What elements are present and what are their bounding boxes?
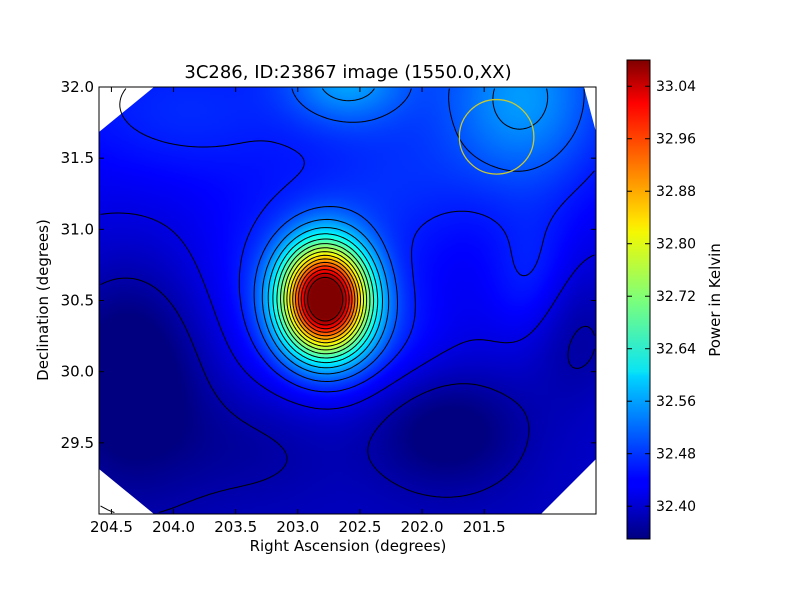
contour-line	[253, 88, 585, 382]
contour-line	[272, 233, 379, 364]
colorbar-gradient	[626, 59, 651, 540]
x-axis-label: Right Ascension (degrees)	[250, 537, 447, 555]
y-axis-label: Declination (degrees)	[34, 219, 52, 381]
blank-corner-bottom-left	[99, 469, 154, 514]
x-tick-label: 203.0	[276, 518, 319, 536]
y-tick-label: 30.0	[61, 363, 94, 381]
colorbar-ticks: 32.40 32.48 32.56 32.64 32.72 32.80 32.88 32.96…	[627, 79, 696, 515]
y-tick-label: 32.0	[61, 78, 94, 96]
contour-line	[280, 243, 371, 355]
blank-corner-top-left	[99, 87, 154, 132]
contour-line	[261, 88, 549, 375]
plot-area: 204.5 204.0 203.5 203.0 202.5 202.0 201.5 29.5…	[61, 78, 597, 536]
x-tick-label: 202.0	[401, 518, 444, 536]
colorbar-tick-label: 32.96	[656, 132, 696, 148]
x-axis-ticks: 204.5 204.0 203.5 203.0 202.5 202.0 201.5	[90, 87, 506, 536]
contour-line	[267, 227, 383, 369]
colorbar-tick-label: 32.80	[656, 237, 696, 253]
blank-corners	[99, 87, 596, 514]
blank-corner-top-right	[584, 87, 596, 132]
y-tick-label: 31.5	[61, 149, 94, 167]
chart-title: 3C286, ID:23867 image (1550.0,XX)	[184, 62, 511, 83]
contour-line	[289, 254, 362, 344]
y-tick-label: 31.0	[61, 220, 94, 238]
colorbar-label: Power in Kelvin	[706, 243, 724, 357]
contour-lines	[100, 88, 595, 513]
beam-circle	[458, 98, 535, 175]
contour-line	[100, 277, 595, 513]
contour-line	[297, 265, 353, 333]
contour-line	[303, 272, 347, 326]
contour-line	[300, 269, 350, 330]
colorbar-tick-label: 32.88	[656, 184, 696, 200]
contour-line	[276, 238, 375, 359]
x-tick-label: 203.5	[214, 518, 257, 536]
x-tick-label: 204.5	[90, 518, 133, 536]
colorbar: 32.40 32.48 32.56 32.64 32.72 32.80 32.88 32.96…	[626, 59, 724, 540]
colorbar-tick-label: 32.40	[656, 499, 696, 515]
x-tick-label: 202.5	[338, 518, 381, 536]
heatmap-image	[99, 87, 596, 514]
colorbar-tick-label: 33.04	[656, 79, 696, 95]
blank-corner-bottom-right	[541, 459, 596, 514]
colorbar-tick-label: 32.64	[656, 342, 696, 358]
x-tick-label: 204.0	[152, 518, 195, 536]
contour-line	[286, 251, 364, 347]
x-tick-label: 201.5	[463, 518, 506, 536]
y-tick-label: 29.5	[61, 434, 94, 452]
colorbar-tick-label: 32.48	[656, 447, 696, 463]
y-axis-ticks: 29.5 30.0 30.5 31.0 31.5 32.0	[61, 78, 596, 452]
colorbar-tick-label: 32.56	[656, 394, 696, 410]
contour-line	[292, 258, 359, 340]
contour-line	[307, 276, 344, 322]
contour-line	[283, 247, 368, 351]
contour-line	[295, 261, 356, 337]
colorbar-tick-label: 32.72	[656, 289, 696, 305]
contour-line	[119, 88, 595, 393]
contour-line	[100, 212, 595, 410]
y-tick-label: 30.5	[61, 292, 94, 310]
